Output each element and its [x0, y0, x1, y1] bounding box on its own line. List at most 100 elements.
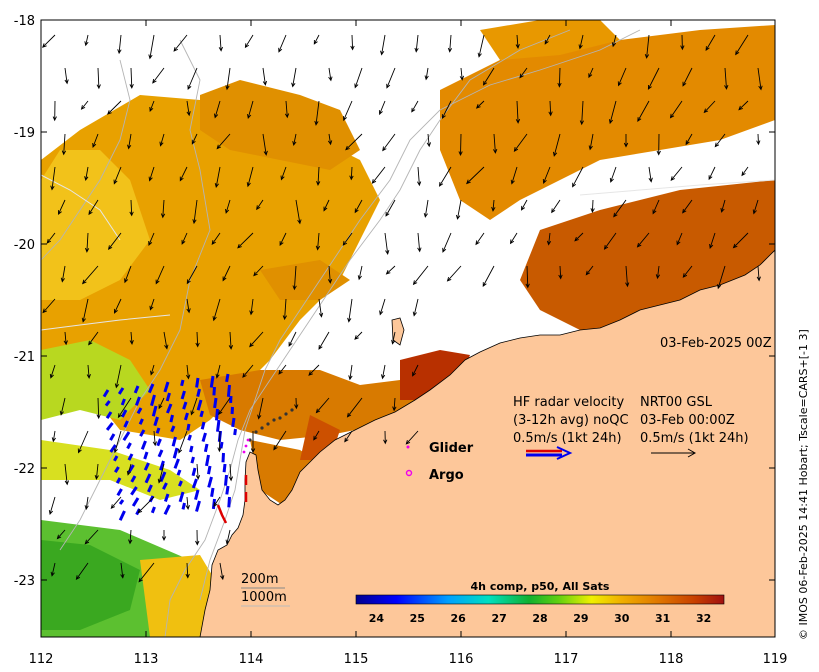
- current-vector: [278, 364, 287, 375]
- current-vector: [152, 67, 165, 84]
- current-vector: [371, 166, 386, 184]
- current-vector: [542, 166, 551, 184]
- hf-vector: [155, 427, 161, 434]
- current-vector: [709, 232, 716, 249]
- current-vector: [129, 67, 134, 89]
- current-vector: [546, 232, 552, 246]
- current-vector: [585, 265, 594, 276]
- current-vector: [313, 34, 320, 45]
- current-vector: [720, 199, 726, 213]
- current-vector: [509, 232, 518, 245]
- current-vector: [282, 298, 287, 321]
- current-vector: [735, 34, 749, 56]
- current-vector: [682, 199, 693, 214]
- hf-vector: [180, 379, 185, 387]
- current-vector: [64, 67, 69, 85]
- hf-vector: [115, 477, 122, 484]
- current-vector: [113, 166, 122, 185]
- current-vector: [446, 265, 462, 282]
- hf-vector: [225, 373, 230, 383]
- current-vector: [246, 166, 254, 188]
- hf-vector: [196, 388, 201, 397]
- current-vector: [186, 298, 191, 314]
- hf-vector: [105, 422, 114, 431]
- current-vector: [613, 199, 627, 218]
- hf-vector: [150, 394, 156, 407]
- current-vector: [572, 166, 584, 188]
- hf-vector: [163, 493, 170, 502]
- current-vector: [218, 397, 231, 416]
- hf-vector: [151, 405, 158, 417]
- hf-vector: [187, 434, 192, 441]
- current-vector: [186, 100, 191, 117]
- current-vector: [291, 67, 297, 88]
- y-axis: -18 -19 -20 -21 -22 -23: [14, 14, 775, 589]
- current-vector: [458, 133, 463, 157]
- hf-vector: [109, 433, 116, 441]
- current-vector: [137, 496, 155, 514]
- current-vector: [88, 199, 99, 216]
- current-vector: [42, 298, 56, 314]
- current-vector: [96, 67, 101, 90]
- colorbar-tick-label: 31: [655, 612, 670, 625]
- hf-vector: [144, 473, 152, 484]
- current-vector: [724, 67, 729, 90]
- y-tick-label: -20: [14, 238, 35, 253]
- current-vector: [60, 265, 66, 283]
- map-legend: Glider Argo: [405, 441, 474, 483]
- current-vector: [148, 232, 155, 246]
- hf-vector: [176, 469, 182, 476]
- hf-vector: [136, 407, 143, 415]
- current-vector: [253, 265, 264, 277]
- current-vector: [670, 166, 683, 182]
- current-vector: [50, 562, 56, 577]
- current-vector: [328, 67, 333, 82]
- current-vector: [354, 331, 363, 340]
- x-tick-label: 116: [449, 652, 474, 667]
- hf-vector: [133, 385, 140, 394]
- current-vector: [178, 430, 188, 454]
- current-vector: [84, 232, 90, 253]
- current-vector: [608, 100, 617, 125]
- current-vector: [349, 166, 354, 181]
- depth-200-label: 200m: [241, 572, 278, 587]
- legend-argo-label: Argo: [429, 468, 464, 483]
- y-tick-label: -22: [14, 462, 35, 477]
- current-vector: [256, 199, 264, 211]
- current-vector: [160, 199, 166, 219]
- hf-vector: [231, 417, 236, 428]
- colorbar-title: 4h comp, p50, All Sats: [471, 580, 610, 593]
- scale-arrow-icon: [526, 446, 573, 460]
- colorbar-tick-label: 27: [491, 612, 506, 625]
- current-vector: [244, 34, 254, 49]
- current-vector: [186, 265, 198, 285]
- current-vector: [405, 430, 419, 445]
- hf-vector: [134, 396, 141, 406]
- current-vector: [163, 331, 169, 350]
- current-vector: [215, 364, 221, 379]
- y-tick-label: -23: [14, 574, 35, 589]
- hf-vector: [199, 410, 204, 418]
- current-vector: [354, 199, 363, 214]
- hf-vector: [210, 487, 215, 497]
- current-vector: [617, 67, 627, 87]
- hf-vector: [118, 499, 125, 505]
- current-vector: [459, 67, 465, 81]
- current-vector: [294, 397, 299, 410]
- hf-vector: [123, 420, 129, 428]
- current-vector: [82, 265, 99, 285]
- current-vector: [212, 298, 221, 322]
- current-vector: [491, 199, 496, 212]
- current-vector: [475, 232, 485, 246]
- current-vector: [669, 100, 683, 119]
- hf-vector: [186, 423, 191, 431]
- current-vector: [412, 265, 429, 286]
- hf-avg-left: (3-12h avg) noQC: [513, 413, 629, 428]
- current-vector: [273, 430, 287, 451]
- hf-vector: [180, 390, 186, 400]
- hf-vector: [130, 486, 138, 496]
- hf-vector: [215, 408, 219, 421]
- current-vector: [482, 265, 495, 287]
- current-vector: [648, 166, 653, 183]
- hf-vector: [118, 510, 126, 521]
